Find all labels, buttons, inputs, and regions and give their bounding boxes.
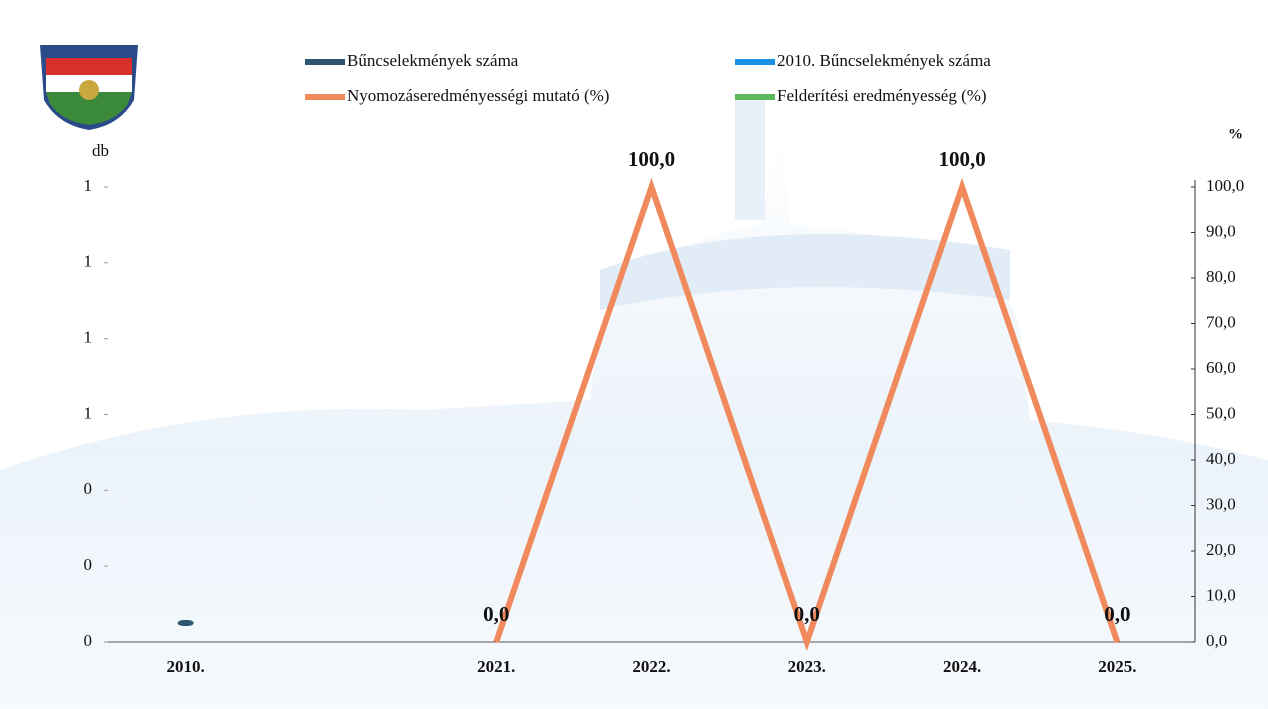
x-tick-label: 2022.	[632, 657, 670, 676]
y2-tick-label: 30,0	[1206, 494, 1236, 513]
background-building	[0, 100, 1268, 709]
data-label: 0,0	[794, 602, 820, 626]
y2-tick-label: 90,0	[1206, 221, 1236, 240]
y2-tick-label: 0,0	[1206, 631, 1227, 650]
legend-label: 2010. Bűncselekmények száma	[777, 51, 991, 70]
legend-swatch	[305, 59, 345, 65]
y-tick-label: 0	[84, 631, 93, 650]
y-tick-label: 1	[84, 252, 93, 271]
x-tick-label: 2024.	[943, 657, 981, 676]
y2-tick-label: 60,0	[1206, 358, 1236, 377]
legend-swatch	[735, 59, 775, 65]
x-tick-label: 2025.	[1098, 657, 1136, 676]
legend-swatch	[305, 94, 345, 100]
bar	[177, 620, 194, 626]
y2-axis-title: %	[1228, 126, 1243, 142]
data-label: 0,0	[483, 602, 509, 626]
y-axis-title: db	[92, 141, 109, 160]
y2-tick-label: 100,0	[1206, 176, 1244, 195]
y-tick-label: 1	[84, 403, 93, 422]
y-tick-label: 0	[84, 479, 93, 498]
y2-tick-label: 50,0	[1206, 403, 1236, 422]
y2-tick-label: 70,0	[1206, 312, 1236, 331]
y2-tick-label: 80,0	[1206, 267, 1236, 286]
legend-label: Nyomozáseredményességi mutató (%)	[347, 86, 609, 105]
data-label: 0,0	[1104, 602, 1130, 626]
data-label: 100,0	[938, 147, 985, 171]
y2-tick-label: 10,0	[1206, 585, 1236, 604]
line	[493, 177, 1121, 652]
legend-swatch	[735, 94, 775, 100]
x-tick-label: 2010.	[167, 657, 205, 676]
y2-tick-label: 20,0	[1206, 540, 1236, 559]
legend-label: Felderítési eredményesség (%)	[777, 86, 987, 105]
y-tick-label: 0	[84, 555, 93, 574]
legend-label: Bűncselekmények száma	[347, 51, 519, 70]
x-tick-label: 2021.	[477, 657, 515, 676]
y-tick-label: 1	[84, 328, 93, 347]
x-tick-label: 2023.	[788, 657, 826, 676]
logo	[40, 45, 138, 130]
data-label: 100,0	[628, 147, 675, 171]
y2-tick-label: 40,0	[1206, 449, 1236, 468]
y-tick-label: 1	[84, 176, 93, 195]
